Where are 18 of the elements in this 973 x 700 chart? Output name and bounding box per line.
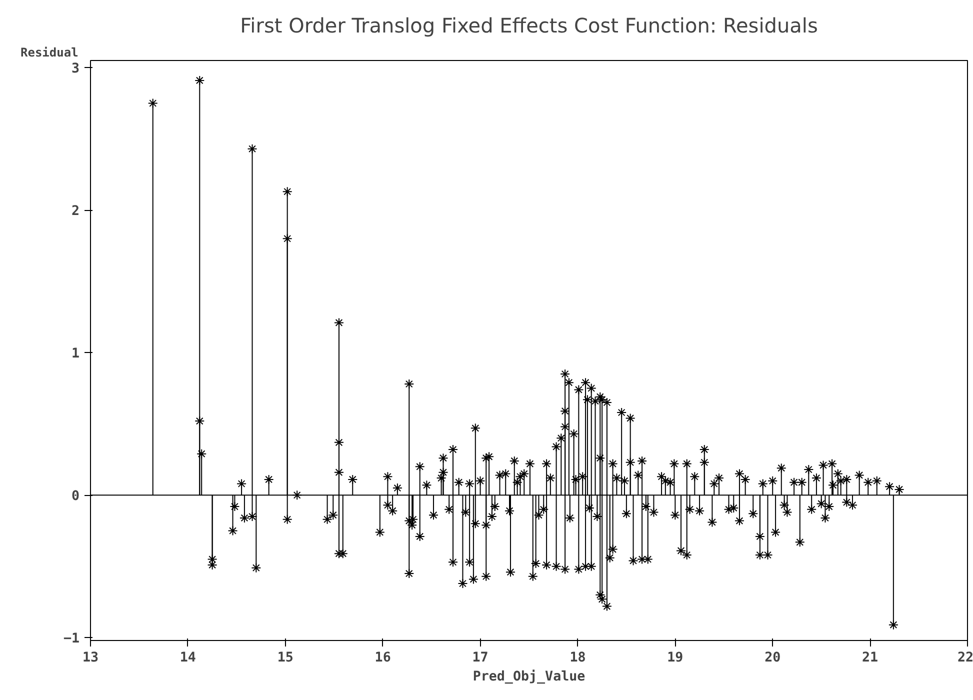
x-tick-label: 17 <box>472 650 488 666</box>
x-axis-title: Pred_Obj_Value <box>472 670 586 684</box>
y-axis-title: Residual <box>20 46 78 60</box>
x-tick-label: 19 <box>667 650 684 666</box>
x-tick-label: 18 <box>570 650 586 666</box>
x-tick-label: 13 <box>82 650 99 666</box>
x-tick-label: 14 <box>180 650 196 666</box>
chart-title: First Order Translog Fixed Effects Cost Function: Residuals <box>240 14 818 38</box>
x-tick-label: 15 <box>277 650 294 666</box>
y-tick-label: 3 <box>71 62 80 77</box>
x-tick-label: 20 <box>764 650 781 666</box>
x-tick-label: 16 <box>374 650 391 666</box>
y-tick-label: 2 <box>71 204 80 220</box>
y-tick-label: 0 <box>71 489 80 504</box>
x-tick-label: 22 <box>957 650 973 666</box>
x-tick-label: 21 <box>862 650 878 666</box>
y-tick-label: −1 <box>63 632 80 647</box>
y-tick-label: 1 <box>71 346 80 362</box>
